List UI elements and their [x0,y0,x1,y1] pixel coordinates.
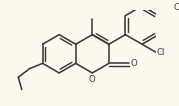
Text: O: O [130,59,137,68]
Text: O: O [89,75,96,84]
Text: Cl: Cl [173,3,179,12]
Text: Cl: Cl [156,48,165,57]
